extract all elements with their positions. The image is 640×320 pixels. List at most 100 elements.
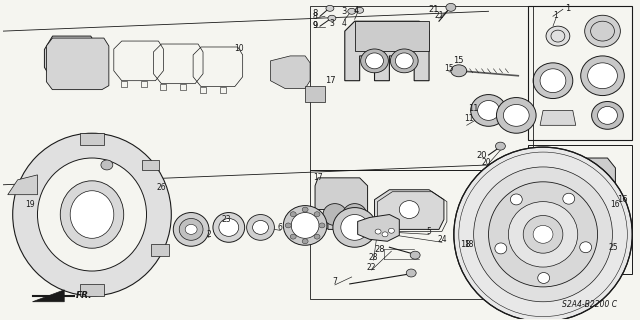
Text: 28: 28	[374, 245, 385, 254]
Ellipse shape	[451, 65, 467, 77]
Bar	[568, 179, 578, 191]
Text: 4: 4	[354, 6, 359, 15]
Ellipse shape	[291, 212, 319, 238]
Ellipse shape	[60, 181, 124, 248]
Text: 19: 19	[25, 200, 35, 209]
Bar	[161, 84, 166, 90]
Bar	[528, 145, 632, 274]
Text: 4: 4	[341, 19, 346, 28]
Text: 11: 11	[464, 114, 474, 123]
Ellipse shape	[185, 224, 197, 234]
Bar	[355, 21, 429, 51]
Ellipse shape	[406, 269, 416, 277]
Bar	[220, 87, 226, 92]
Text: 15: 15	[444, 64, 454, 73]
Ellipse shape	[470, 95, 506, 126]
Ellipse shape	[319, 223, 325, 228]
Text: 16: 16	[617, 195, 628, 204]
Text: FR.: FR.	[76, 291, 92, 300]
Ellipse shape	[388, 228, 394, 233]
Polygon shape	[44, 36, 99, 81]
Bar	[200, 87, 206, 92]
Text: 24: 24	[437, 235, 447, 244]
Ellipse shape	[173, 212, 209, 246]
Ellipse shape	[591, 101, 623, 129]
Polygon shape	[315, 178, 367, 229]
Ellipse shape	[38, 158, 147, 271]
Ellipse shape	[588, 63, 618, 89]
Ellipse shape	[538, 273, 550, 284]
Text: 23: 23	[221, 215, 230, 224]
Text: 16: 16	[611, 200, 620, 209]
Ellipse shape	[375, 229, 381, 234]
Ellipse shape	[524, 215, 563, 253]
Text: 11: 11	[468, 104, 479, 113]
Bar	[80, 284, 104, 296]
Ellipse shape	[314, 212, 320, 217]
Polygon shape	[46, 38, 109, 90]
Ellipse shape	[399, 201, 419, 219]
Ellipse shape	[314, 234, 320, 239]
Ellipse shape	[598, 107, 618, 124]
Ellipse shape	[348, 8, 356, 14]
Ellipse shape	[563, 193, 575, 204]
Ellipse shape	[454, 147, 632, 320]
Text: 9: 9	[312, 21, 317, 30]
Bar	[141, 81, 147, 87]
Ellipse shape	[290, 234, 296, 239]
Ellipse shape	[284, 206, 327, 245]
Text: 18: 18	[464, 240, 474, 249]
Ellipse shape	[365, 53, 383, 69]
Bar	[528, 6, 632, 140]
Polygon shape	[345, 21, 429, 81]
Ellipse shape	[13, 133, 172, 296]
Ellipse shape	[488, 182, 598, 287]
Ellipse shape	[70, 191, 114, 238]
Ellipse shape	[323, 204, 347, 225]
Text: 22: 22	[367, 263, 376, 272]
Ellipse shape	[179, 219, 203, 240]
Text: 26: 26	[157, 183, 166, 192]
Ellipse shape	[504, 105, 529, 126]
Ellipse shape	[495, 243, 507, 254]
Ellipse shape	[508, 202, 578, 267]
Text: 10: 10	[234, 44, 244, 53]
Ellipse shape	[410, 251, 420, 259]
Ellipse shape	[285, 223, 291, 228]
Text: 3: 3	[341, 7, 346, 16]
Ellipse shape	[290, 212, 296, 217]
Text: 3: 3	[330, 19, 334, 28]
Polygon shape	[271, 56, 310, 89]
Ellipse shape	[446, 4, 456, 11]
Text: 6: 6	[278, 223, 283, 232]
Bar	[548, 179, 558, 191]
Bar	[310, 6, 533, 170]
Ellipse shape	[585, 15, 620, 47]
Ellipse shape	[302, 207, 308, 212]
Ellipse shape	[343, 204, 367, 225]
Ellipse shape	[510, 194, 522, 205]
Text: 1: 1	[565, 4, 570, 13]
Bar	[121, 81, 127, 87]
Ellipse shape	[246, 214, 275, 240]
Bar	[152, 244, 170, 256]
Ellipse shape	[302, 239, 308, 244]
Ellipse shape	[361, 49, 388, 73]
Text: 25: 25	[609, 243, 618, 252]
Bar	[141, 160, 159, 170]
Text: 1: 1	[554, 11, 558, 20]
Text: 15: 15	[454, 56, 464, 65]
Bar	[180, 84, 186, 90]
Ellipse shape	[533, 63, 573, 99]
Polygon shape	[540, 110, 576, 125]
Text: 21: 21	[434, 11, 444, 20]
Ellipse shape	[219, 219, 239, 236]
Ellipse shape	[546, 26, 570, 46]
Bar	[305, 86, 325, 101]
Text: 21: 21	[429, 5, 439, 14]
Ellipse shape	[382, 232, 388, 237]
Polygon shape	[538, 158, 616, 214]
Ellipse shape	[497, 98, 536, 133]
Ellipse shape	[253, 220, 268, 234]
Ellipse shape	[333, 208, 376, 247]
